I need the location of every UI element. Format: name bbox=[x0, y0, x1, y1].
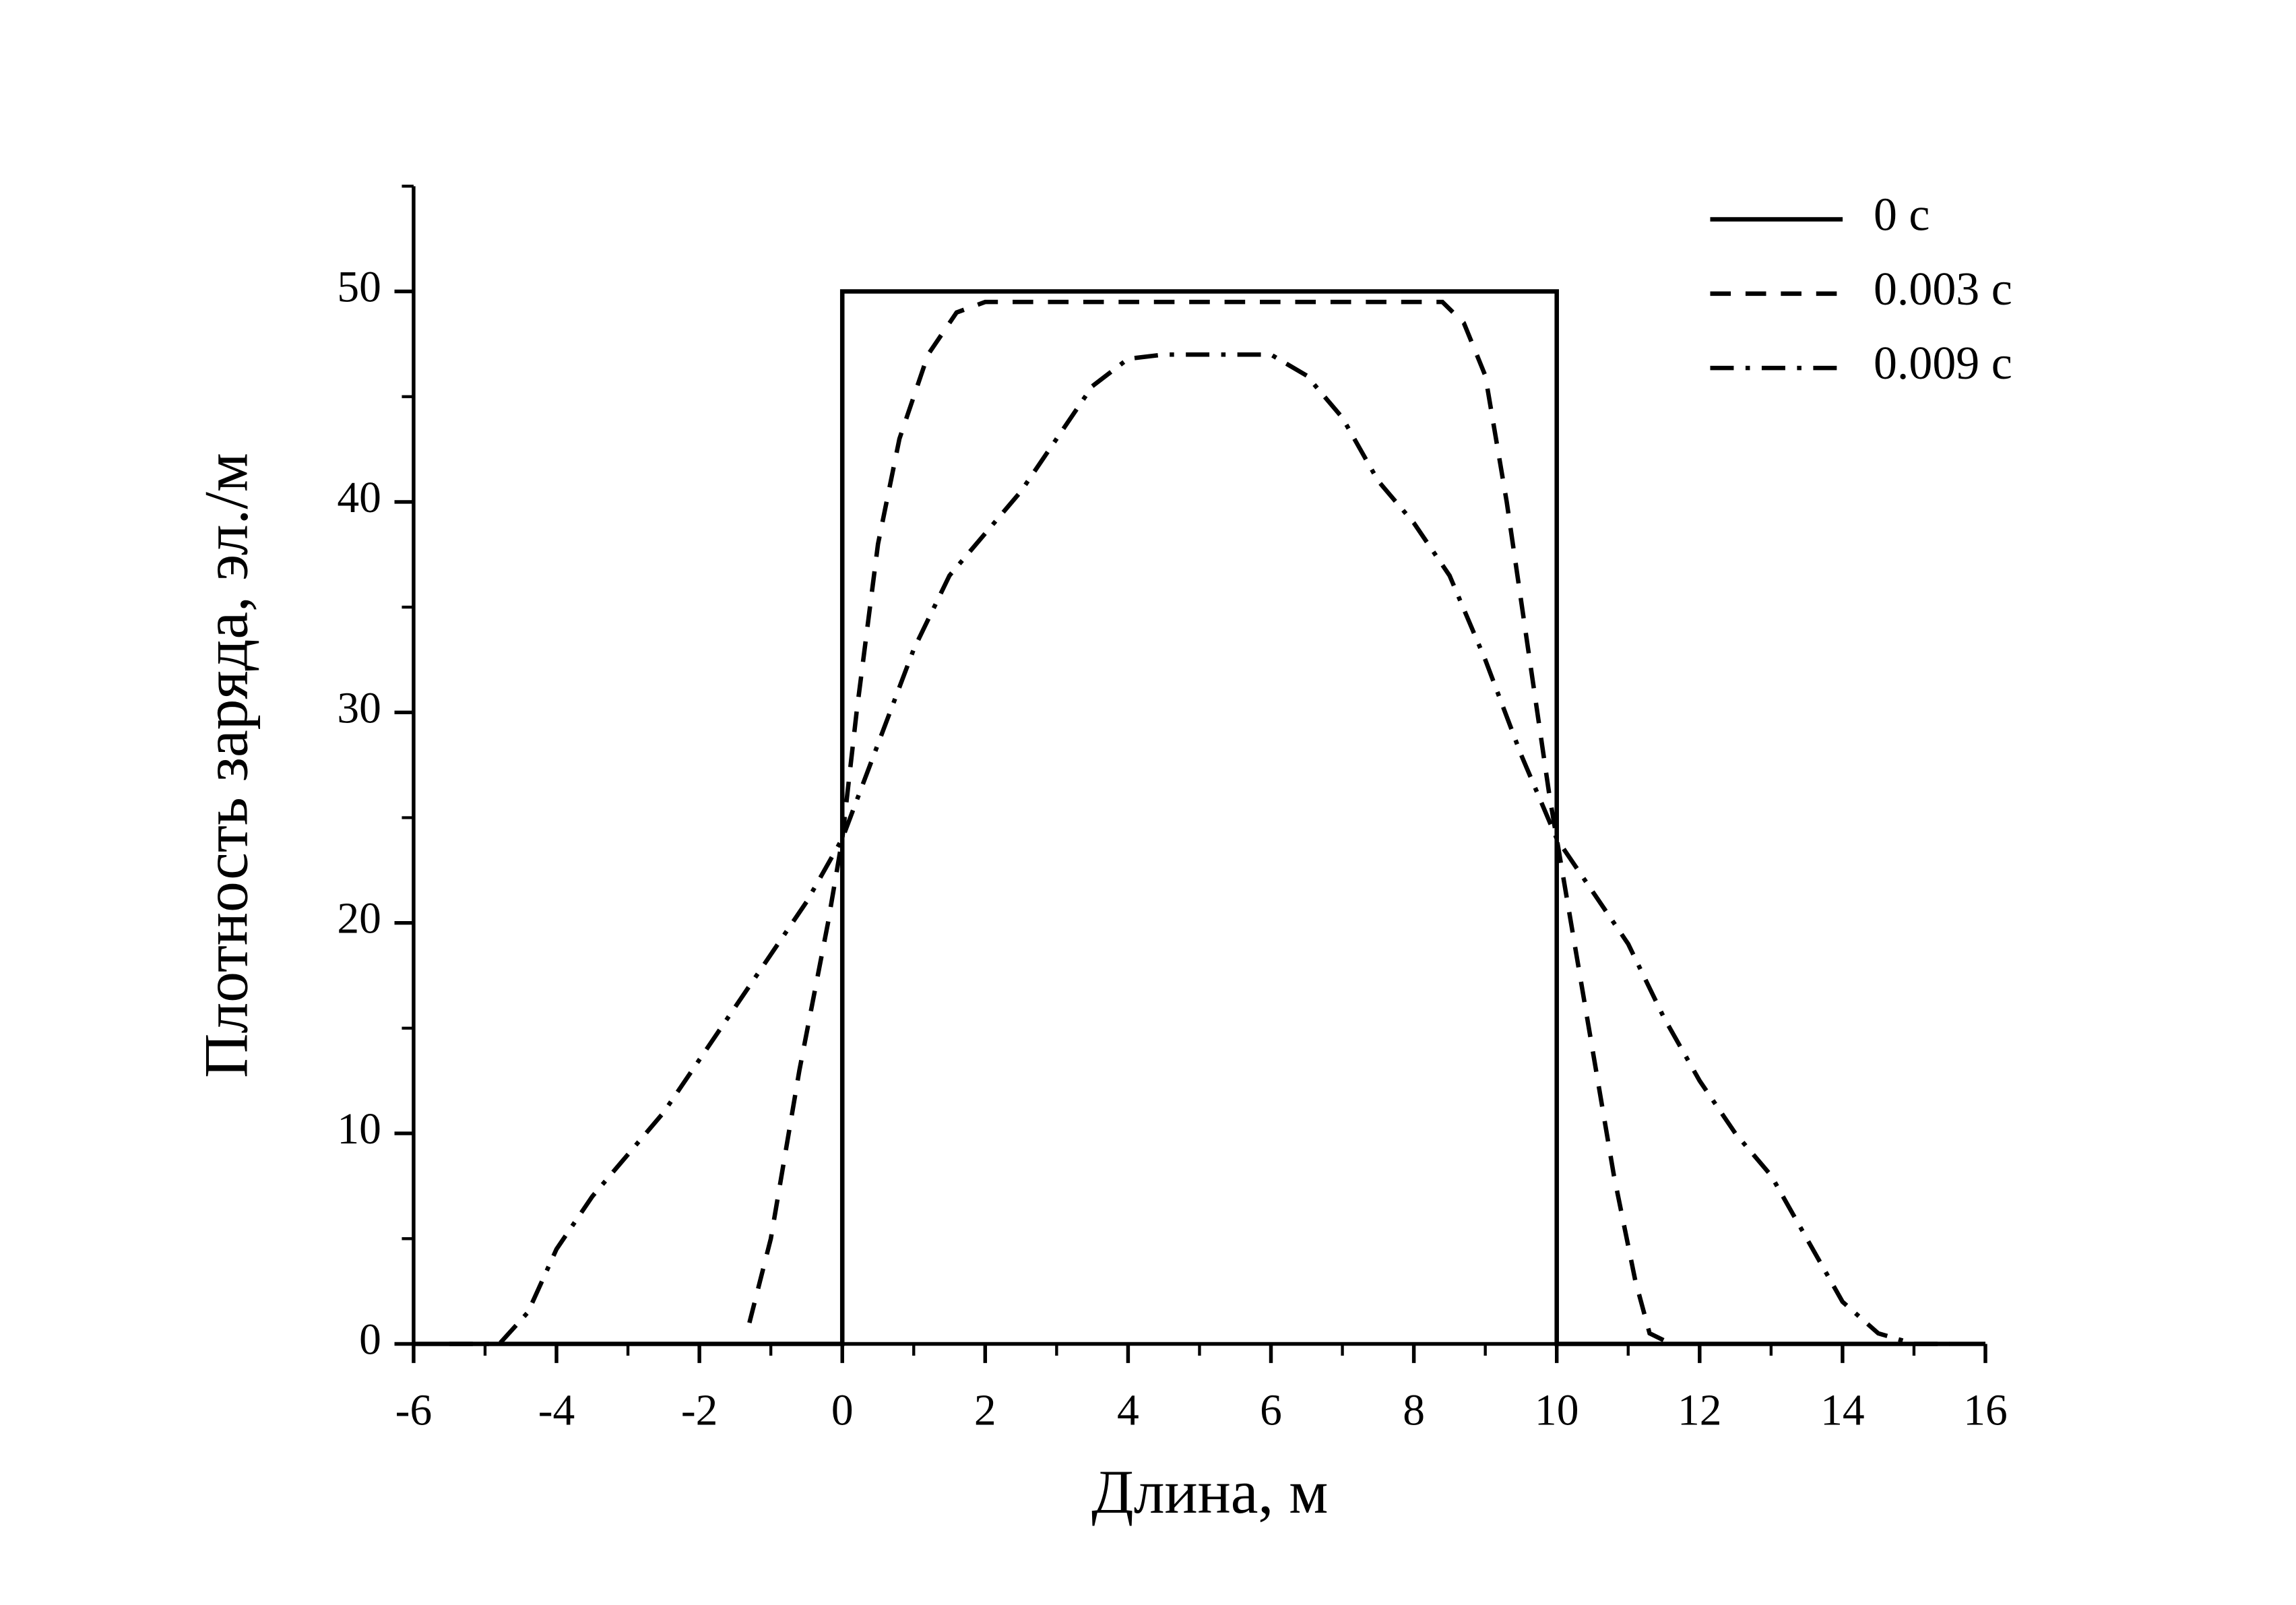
x-tick-label: -4 bbox=[538, 1386, 575, 1435]
y-tick-label: 40 bbox=[337, 474, 381, 522]
y-tick-label: 20 bbox=[337, 895, 381, 943]
x-tick-label: 4 bbox=[1117, 1386, 1139, 1435]
x-tick-label: 8 bbox=[1403, 1386, 1425, 1435]
x-tick-label: 16 bbox=[1963, 1386, 2008, 1435]
x-tick-label: 10 bbox=[1535, 1386, 1579, 1435]
y-tick-label: 10 bbox=[337, 1105, 381, 1154]
x-tick-label: 12 bbox=[1678, 1386, 1722, 1435]
x-tick-label: -2 bbox=[681, 1386, 718, 1435]
series-line bbox=[449, 352, 1950, 1346]
y-tick-label: 0 bbox=[359, 1315, 381, 1364]
series-line bbox=[747, 299, 1672, 1346]
x-tick-label: 14 bbox=[1820, 1386, 1865, 1435]
x-tick-label: 2 bbox=[974, 1386, 996, 1435]
y-tick-label: 30 bbox=[337, 684, 381, 732]
y-tick-label: 50 bbox=[337, 263, 381, 312]
series-line bbox=[413, 289, 1985, 1346]
y-axis-label: Плотность заряда, эл./м bbox=[191, 453, 260, 1078]
legend-label: 0.009 с bbox=[1874, 338, 2012, 389]
x-tick-label: 6 bbox=[1260, 1386, 1282, 1435]
x-tick-label: -6 bbox=[395, 1386, 433, 1435]
legend-label: 0 с bbox=[1874, 189, 1930, 241]
x-tick-label: 0 bbox=[831, 1386, 854, 1435]
legend-label: 0.003 с bbox=[1874, 263, 2012, 315]
x-axis-label: Длина, м bbox=[1091, 1457, 1328, 1526]
